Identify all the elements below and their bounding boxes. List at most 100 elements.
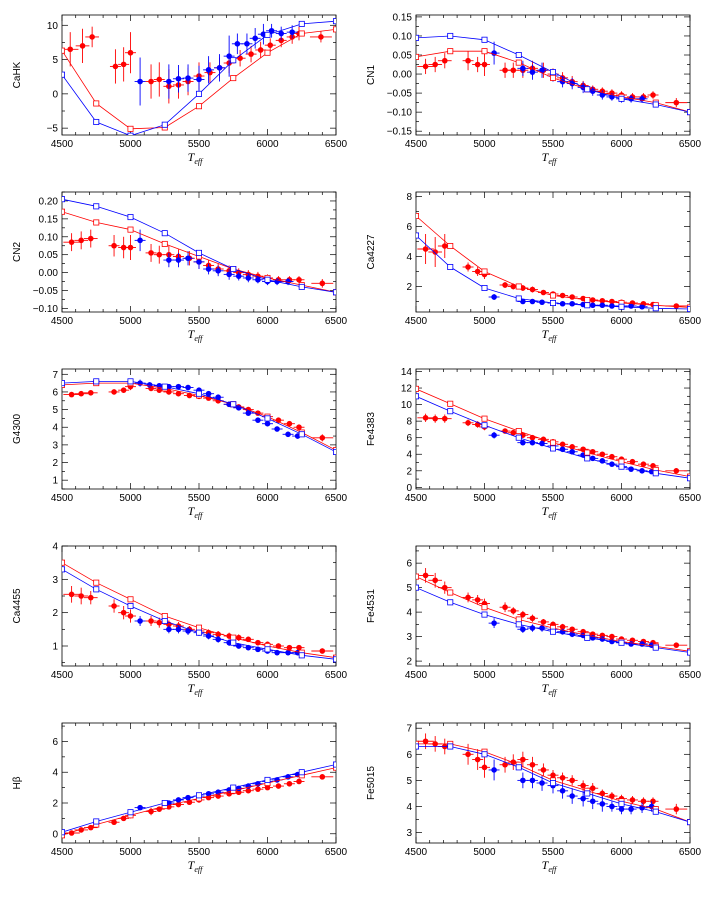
data-point-red [67, 46, 74, 53]
y-tick-label: 1 [52, 476, 58, 487]
y-axis-label: Hβ [12, 776, 23, 789]
data-point-red [127, 613, 134, 619]
data-point-red [529, 615, 536, 622]
y-axis-label: Ca4455 [12, 588, 23, 623]
model-marker-blue [195, 629, 202, 636]
model-marker-red [93, 579, 100, 586]
model-marker-blue [127, 603, 134, 610]
data-point-blue [569, 793, 575, 799]
data-point-red [520, 611, 526, 618]
model-marker-red [62, 559, 66, 566]
model-marker-blue [416, 393, 419, 400]
x-axis-label-main: T [542, 858, 550, 872]
data-point-red [529, 761, 536, 768]
chart-panel-3: 4500 5000 5500 6000 6500 −0.10 −0.05 0.00 0.05 0.… [12, 191, 348, 343]
model-marker-blue [652, 470, 659, 477]
x-tick-label: 6000 [256, 847, 279, 858]
data-point-blue [255, 276, 261, 283]
model-marker-blue [264, 415, 271, 422]
x-axis-label-subscript: eff [548, 865, 558, 874]
x-axis-label: Teff [188, 150, 204, 166]
data-point-red [589, 297, 596, 303]
chart-panel-7: 4500 5000 5500 6000 6500 1 2 3 4 Ca4455 Teff [12, 542, 348, 698]
data-point-blue [599, 801, 606, 807]
data-point-red [502, 761, 508, 768]
data-point-red [120, 244, 127, 251]
model-marker-red [93, 219, 100, 226]
x-axis-label-subscript: eff [194, 511, 204, 520]
x-tick-label: 5500 [188, 316, 211, 327]
y-tick-label: 10 [47, 21, 59, 32]
model-marker-red [195, 624, 202, 631]
x-axis-label: Teff [542, 504, 558, 520]
data-point-red [422, 246, 429, 252]
data-point-red [120, 609, 127, 616]
x-axis-label: Teff [542, 327, 558, 343]
model-marker-blue [62, 380, 66, 387]
y-tick-label: 4 [406, 608, 412, 619]
data-point-blue [226, 271, 232, 278]
x-axis-label-subscript: eff [548, 334, 558, 343]
model-marker-blue [550, 780, 557, 787]
data-point-blue [559, 788, 566, 794]
model-marker-blue [62, 566, 66, 573]
x-tick-label: 5500 [542, 847, 565, 858]
y-tick-label: 0.05 [39, 250, 59, 261]
data-point-red [319, 648, 326, 654]
model-marker-red [230, 75, 237, 82]
x-tick-label: 5500 [188, 139, 211, 150]
x-tick-label: 5000 [473, 847, 496, 858]
model-marker-blue [264, 776, 271, 783]
data-point-blue [539, 780, 545, 786]
data-point-red [441, 415, 448, 422]
x-axis-label-main: T [542, 504, 550, 518]
x-tick-label: 6500 [325, 847, 348, 858]
model-marker-blue [416, 743, 419, 750]
data-point-blue [569, 300, 575, 307]
data-point-blue [252, 35, 258, 42]
model-marker-blue [584, 302, 591, 309]
x-axis-label-subscript: eff [194, 157, 204, 166]
plot-frame [415, 545, 691, 667]
data-point-red [629, 458, 636, 465]
model-marker-blue [195, 792, 202, 799]
data-point-red [111, 389, 117, 395]
data-point-blue [520, 439, 526, 446]
data-point-red [569, 294, 575, 300]
model-marker-red [127, 596, 134, 603]
model-marker-blue [127, 214, 134, 221]
data-point-red [640, 798, 647, 805]
x-axis-label-subscript: eff [194, 688, 204, 697]
x-tick-label: 5000 [473, 139, 496, 150]
data-point-blue [196, 76, 202, 83]
plot-area [416, 385, 690, 482]
data-point-red [257, 47, 264, 53]
model-line-red [62, 562, 336, 659]
data-point-red [559, 774, 566, 781]
model-marker-blue [298, 20, 305, 27]
data-point-blue [216, 65, 223, 71]
model-marker-red [515, 616, 522, 623]
data-point-blue [205, 390, 212, 397]
model-marker-blue [481, 36, 488, 43]
y-tick-label: 5 [52, 405, 58, 416]
data-point-red [465, 264, 471, 270]
data-point-red [79, 43, 86, 49]
model-marker-blue [618, 639, 625, 646]
data-point-red [78, 390, 84, 397]
data-point-blue [618, 806, 625, 812]
data-point-red [422, 738, 429, 745]
y-tick-label: 6 [52, 387, 58, 398]
y-tick-label: 2 [406, 657, 412, 668]
x-tick-label: 6000 [610, 670, 633, 681]
data-point-blue [205, 266, 212, 272]
model-marker-red [416, 53, 419, 60]
model-marker-blue [652, 808, 659, 815]
data-point-red [78, 237, 84, 244]
x-tick-label: 6000 [256, 493, 279, 504]
data-point-red [673, 99, 680, 106]
y-tick-label: −0.05 [387, 89, 413, 100]
y-tick-label: −0.15 [387, 127, 413, 138]
model-marker-red [93, 100, 100, 107]
